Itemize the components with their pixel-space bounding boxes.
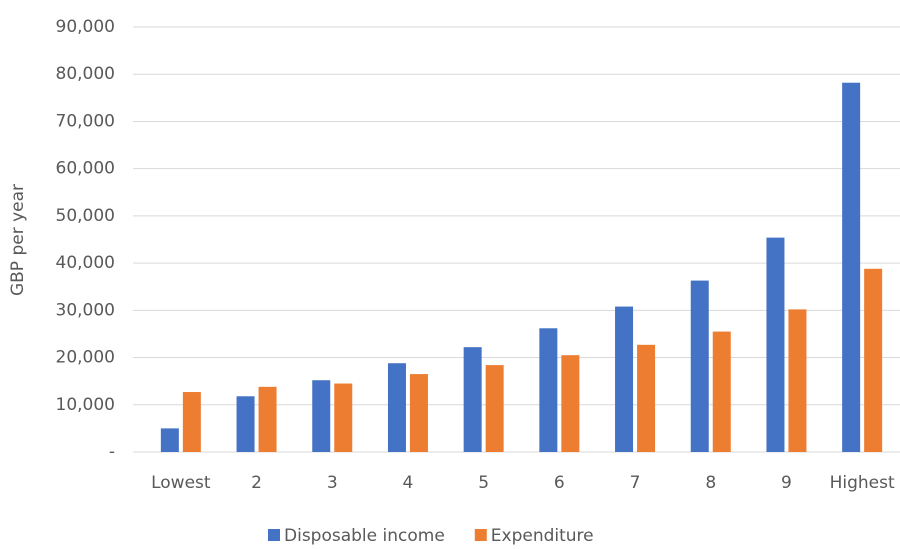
bar	[334, 383, 353, 452]
x-tick-label: 3	[327, 473, 338, 493]
y-tick-label: -	[109, 442, 115, 462]
x-tick-label: 9	[781, 473, 792, 493]
x-tick-label: 7	[630, 473, 641, 493]
bar	[712, 331, 731, 452]
y-tick-label: 90,000	[56, 17, 115, 37]
bar	[842, 82, 861, 452]
x-tick-label: 6	[554, 473, 565, 493]
bar	[788, 309, 807, 452]
bar	[387, 363, 406, 452]
x-tick-label: Lowest	[151, 473, 211, 493]
legend-swatch	[268, 529, 280, 541]
bar	[236, 396, 255, 452]
x-tick-label: 5	[478, 473, 489, 493]
y-tick-label: 20,000	[56, 348, 115, 368]
bar	[312, 380, 331, 452]
bar	[258, 386, 277, 452]
y-axis-title: GBP per year	[8, 184, 28, 296]
y-tick-label: 60,000	[56, 159, 115, 179]
bar	[766, 237, 785, 452]
y-tick-label: 10,000	[56, 395, 115, 415]
bar	[615, 306, 634, 452]
bar	[485, 365, 504, 452]
bar	[864, 268, 883, 452]
bar	[409, 374, 428, 452]
bar	[539, 328, 558, 452]
x-tick-label: 2	[251, 473, 262, 493]
legend-swatch	[474, 529, 487, 541]
bar	[561, 355, 580, 452]
x-tick-label: 8	[705, 473, 716, 493]
legend-label: Expenditure	[491, 526, 594, 545]
y-tick-label: 80,000	[56, 64, 115, 84]
y-tick-label: 70,000	[56, 111, 115, 131]
bar	[690, 280, 709, 452]
y-tick-label: 30,000	[56, 300, 115, 320]
bar	[637, 344, 656, 452]
x-tick-label: Highest	[830, 473, 895, 493]
y-tick-label: 50,000	[56, 206, 115, 226]
bar	[160, 428, 179, 452]
bar	[463, 347, 482, 452]
bar	[182, 392, 201, 452]
legend-label: Disposable income	[284, 526, 445, 545]
y-tick-label: 40,000	[56, 253, 115, 273]
x-tick-label: 4	[403, 473, 414, 493]
